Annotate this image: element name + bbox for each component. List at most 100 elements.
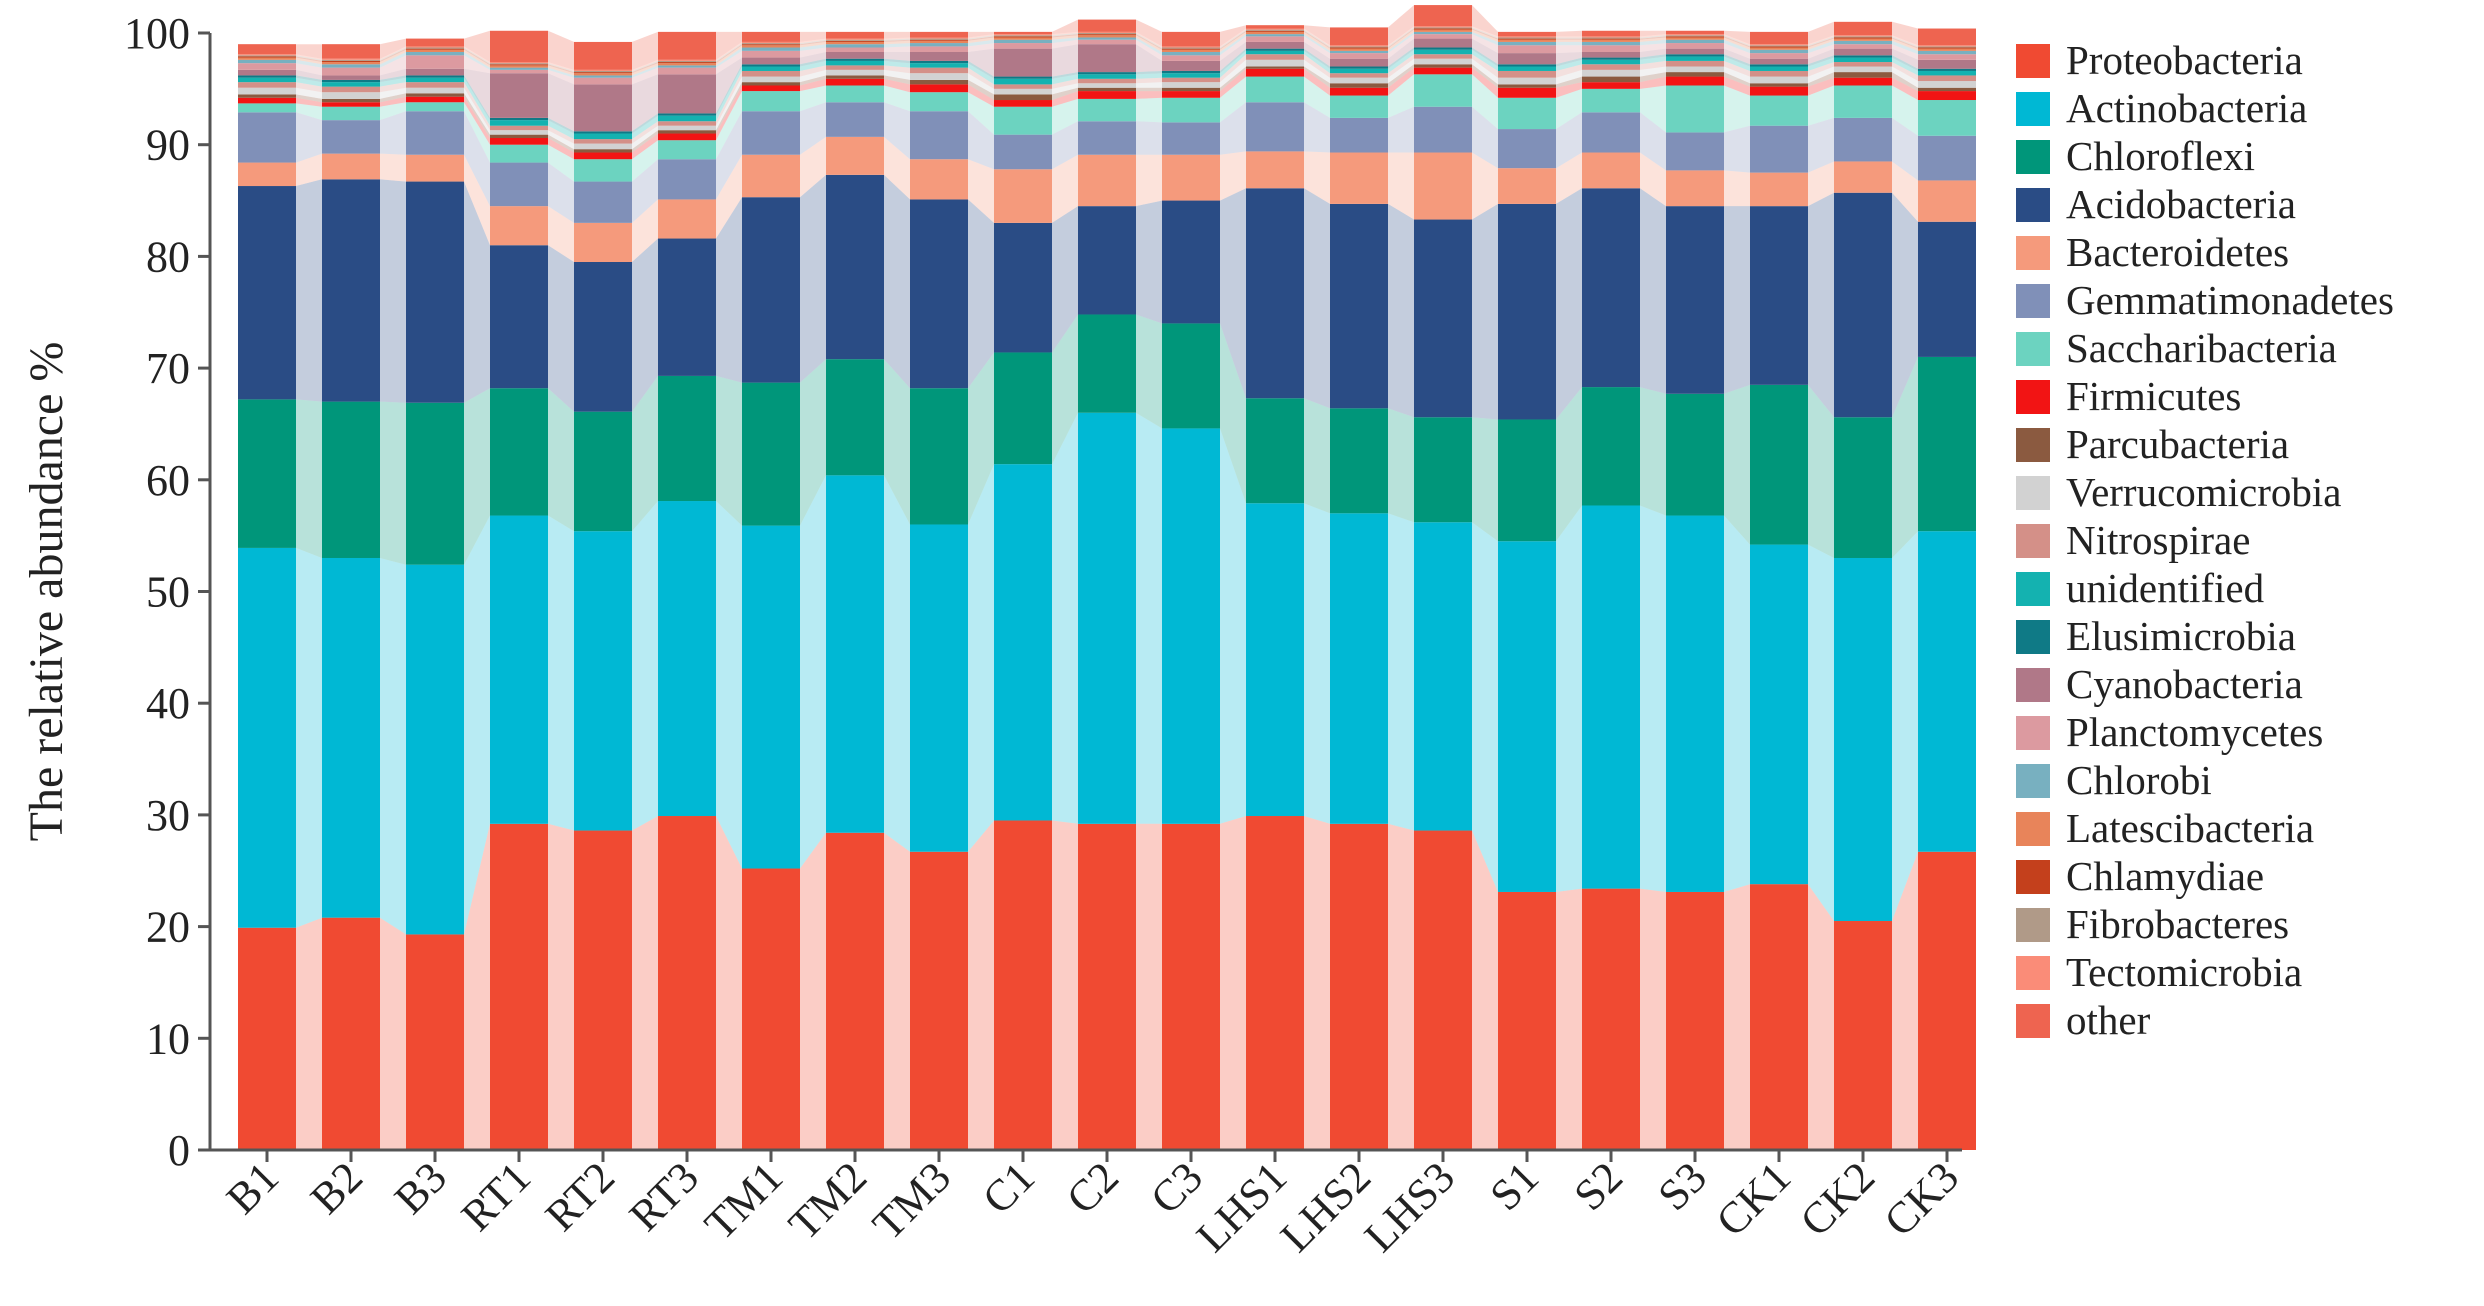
x-tick-label: RT3	[620, 1152, 708, 1240]
band-chloroflexi-S1	[1556, 387, 1582, 542]
legend-swatch-actinobacteria	[2016, 92, 2050, 126]
bar-LHS1-planctomycetes	[1246, 36, 1304, 42]
band-unidentified-C2	[1136, 73, 1162, 79]
bar-S1-tectomicrobia	[1498, 36, 1556, 38]
bar-S3-other	[1666, 30, 1724, 35]
band-latescibacteria-LHS1	[1304, 31, 1330, 51]
bar-B3-saccharibacteria	[406, 102, 464, 112]
band-nitrospirae-B3	[464, 82, 490, 131]
band-gemmatimonadetes-LHS1	[1304, 102, 1330, 153]
band-cyanobacteria-RT2	[632, 74, 658, 132]
legend-swatch-chlamydiae	[2016, 860, 2050, 894]
legend-label-saccharibacteria: Saccharibacteria	[2066, 325, 2337, 371]
bar-B3-elusimicrobia	[406, 75, 464, 78]
bar-S2-proteobacteria	[1582, 888, 1640, 1150]
band-latescibacteria-CK2	[1892, 38, 1918, 51]
band-elusimicrobia-TM2	[884, 58, 910, 64]
band-gemmatimonadetes-LHS2	[1388, 106, 1414, 153]
bar-B3-bacteroidetes	[406, 154, 464, 182]
band-planctomycetes-LHS3	[1472, 34, 1498, 54]
bar-CK1-verrucomicrobia	[1750, 76, 1808, 84]
bar-CK1-tectomicrobia	[1750, 44, 1808, 46]
band-verrucomicrobia-CK1	[1808, 66, 1834, 84]
bar-B3-parcubacteria	[406, 93, 464, 97]
bar-C2-latescibacteria	[1078, 35, 1136, 38]
bar-TM2-planctomycetes	[826, 47, 884, 52]
bar-C1-firmicutes	[994, 100, 1052, 107]
bar-B3-latescibacteria	[406, 49, 464, 52]
bar-CK3-parcubacteria	[1918, 87, 1976, 92]
band-fibrobacteres-S3	[1724, 35, 1750, 47]
band-elusimicrobia-B3	[464, 75, 490, 121]
band-nitrospirae-CK2	[1892, 62, 1918, 81]
bar-LHS2-latescibacteria	[1330, 48, 1388, 51]
bar-B1-fibrobacteres	[238, 55, 296, 57]
band-verrucomicrobia-LHS3	[1472, 58, 1498, 85]
band-chlamydiae-B1	[296, 56, 322, 62]
bar-B2-acidobacteria	[322, 179, 380, 402]
bar-B3-chlamydiae	[406, 48, 464, 50]
bar-TM1-proteobacteria	[742, 868, 800, 1150]
bar-S1-parcubacteria	[1498, 84, 1556, 88]
band-actinobacteria-RT3	[716, 501, 742, 869]
band-proteobacteria-B3	[464, 823, 490, 1150]
band-tectomicrobia-B1	[296, 54, 322, 60]
x-tick-label: S3	[1649, 1152, 1717, 1220]
band-chlorobi-TM1	[800, 44, 826, 51]
bar-B3-planctomycetes	[406, 55, 464, 69]
legend-swatch-cyanobacteria	[2016, 668, 2050, 702]
band-verrucomicrobia-TM3	[968, 73, 994, 95]
band-fibrobacteres-RT1	[548, 63, 574, 73]
bar-RT2-other	[574, 41, 632, 70]
band-bacteroidetes-RT3	[716, 154, 742, 239]
band-firmicutes-B3	[464, 96, 490, 145]
band-elusimicrobia-C1	[1052, 72, 1078, 79]
band-chloroflexi-RT1	[548, 388, 574, 532]
bar-B1-firmicutes	[238, 97, 296, 104]
x-tick-label: TM2	[779, 1152, 876, 1249]
band-chlamydiae-S1	[1556, 38, 1582, 40]
band-fibrobacteres-TM1	[800, 39, 826, 45]
bar-B3-firmicutes	[406, 96, 464, 103]
legend-label-chlorobi: Chlorobi	[2066, 757, 2212, 803]
band-unidentified-TM3	[968, 63, 994, 85]
band-latescibacteria-B2	[380, 49, 406, 65]
band-proteobacteria-RT1	[548, 823, 574, 1150]
band-nitrospirae-S1	[1556, 64, 1582, 78]
band-fibrobacteres-C3	[1220, 29, 1246, 49]
band-cyanobacteria-C2	[1136, 44, 1162, 73]
bar-LHS3-proteobacteria	[1414, 830, 1472, 1150]
band-firmicutes-C2	[1136, 91, 1162, 99]
bar-B2-chlorobi	[322, 64, 380, 68]
bar-B3-actinobacteria	[406, 564, 464, 935]
band-acidobacteria-S3	[1724, 206, 1750, 394]
bar-B3-verrucomicrobia	[406, 87, 464, 94]
bar-C1-elusimicrobia	[994, 76, 1052, 79]
band-latescibacteria-S3	[1724, 37, 1750, 50]
x-tick-label: C1	[973, 1152, 1044, 1223]
bar-C3-fibrobacteres	[1162, 47, 1220, 49]
band-saccharibacteria-LHS3	[1472, 74, 1498, 130]
bar-RT3-planctomycetes	[658, 67, 716, 75]
band-proteobacteria-LHS3	[1472, 830, 1498, 1150]
bar-C2-fibrobacteres	[1078, 33, 1136, 35]
bar-S2-planctomycetes	[1582, 45, 1640, 52]
bar-TM1-parcubacteria	[742, 82, 800, 86]
band-fibrobacteres-RT3	[716, 43, 742, 62]
bar-LHS1-nitrospirae	[1246, 54, 1304, 60]
bar-C1-actinobacteria	[994, 464, 1052, 821]
bar-RT1-tectomicrobia	[490, 62, 548, 64]
legend-swatch-parcubacteria	[2016, 428, 2050, 462]
bar-C2-acidobacteria	[1078, 206, 1136, 315]
x-tick-label: C2	[1057, 1152, 1128, 1223]
bar-CK3-chlorobi	[1918, 50, 1976, 55]
band-nitrospirae-RT2	[632, 121, 658, 144]
band-fibrobacteres-CK1	[1808, 36, 1834, 47]
bar-LHS2-gemmatimonadetes	[1330, 117, 1388, 153]
band-gemmatimonadetes-B2	[380, 111, 406, 155]
band-chlorobi-S1	[1556, 41, 1582, 46]
bar-LHS2-nitrospirae	[1330, 73, 1388, 78]
bar-CK2-other	[1834, 21, 1892, 36]
band-chloroflexi-TM3	[968, 352, 994, 525]
band-planctomycetes-TM3	[968, 43, 994, 52]
